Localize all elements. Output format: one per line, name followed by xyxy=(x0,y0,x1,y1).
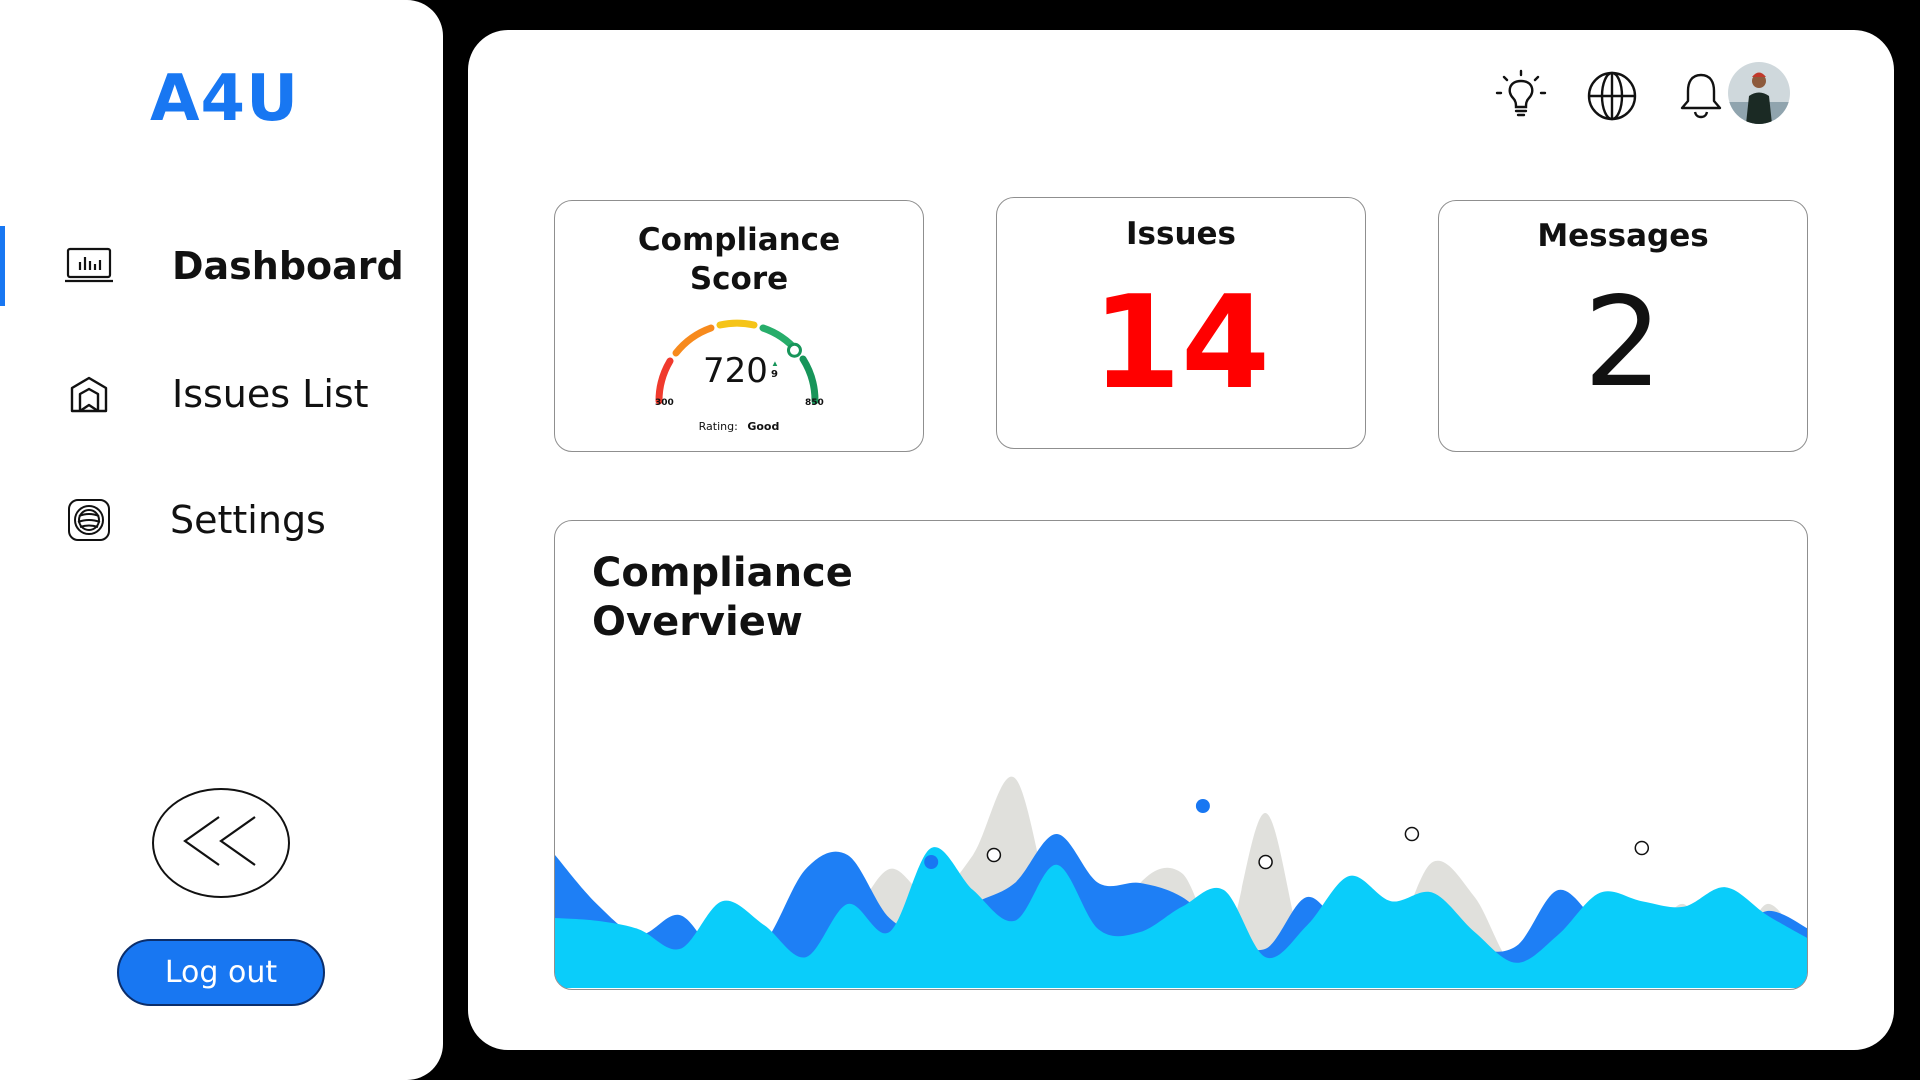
chart-marker xyxy=(1634,840,1650,856)
sidebar-item-label: Settings xyxy=(170,498,326,542)
score-gauge xyxy=(655,319,819,405)
logout-button[interactable]: Log out xyxy=(117,939,325,1006)
compliance-overview-card: Compliance Overview xyxy=(554,520,1808,990)
sidebar-item-label: Dashboard xyxy=(172,244,404,288)
sidebar: A4U Dashboard Issues List xyxy=(0,0,443,1080)
bell-icon xyxy=(1675,70,1727,127)
globe-icon xyxy=(1586,70,1638,127)
rating-label: Rating: xyxy=(698,420,738,433)
messages-card[interactable]: Messages 2 xyxy=(1438,200,1808,452)
area-series-2 xyxy=(555,847,1807,988)
sidebar-item-settings[interactable]: Settings xyxy=(0,480,443,560)
score-delta: 9 xyxy=(771,369,778,380)
card-title: Issues xyxy=(1126,216,1236,252)
sidebar-item-issues-list[interactable]: Issues List xyxy=(0,354,443,434)
gauge-min-label: 300 xyxy=(655,398,674,408)
card-title: Compliance Score xyxy=(637,222,841,297)
collapse-sidebar-button[interactable] xyxy=(152,788,290,898)
notifications-button[interactable] xyxy=(1671,68,1731,128)
app-logo: A4U xyxy=(150,62,300,136)
dashboard-icon xyxy=(62,244,116,288)
overview-title: Compliance Overview xyxy=(592,550,853,645)
chart-marker xyxy=(1195,799,1210,813)
main-panel: Compliance Score 720 ▲ 9 300 850 Rating:… xyxy=(468,30,1894,1050)
double-chevron-left-icon xyxy=(179,813,263,874)
trend-up-icon: ▲ xyxy=(771,359,779,368)
chart-marker xyxy=(1258,854,1273,870)
sidebar-item-dashboard[interactable]: Dashboard xyxy=(0,226,443,306)
gauge-marker xyxy=(786,342,802,358)
score-value: 720 xyxy=(703,351,768,391)
issues-icon xyxy=(62,372,116,416)
issues-card[interactable]: Issues 14 xyxy=(996,197,1366,449)
gauge-max-label: 850 xyxy=(805,398,824,408)
user-avatar[interactable] xyxy=(1728,62,1790,124)
issues-count: 14 xyxy=(1091,269,1271,418)
rating-line: Rating: Good xyxy=(555,420,923,433)
sidebar-item-label: Issues List xyxy=(172,372,369,416)
card-title: Messages xyxy=(1537,218,1709,254)
messages-count: 2 xyxy=(1583,271,1663,415)
chart-marker xyxy=(1404,826,1420,842)
rating-value: Good xyxy=(747,420,780,433)
language-button[interactable] xyxy=(1582,68,1642,128)
lightbulb-icon xyxy=(1493,68,1549,129)
lightbulb-button[interactable] xyxy=(1491,68,1551,128)
chart-marker xyxy=(924,855,939,869)
settings-icon xyxy=(62,498,116,542)
chart-marker xyxy=(986,847,1002,863)
compliance-score-card[interactable]: Compliance Score 720 ▲ 9 300 850 Rating:… xyxy=(554,200,924,452)
compliance-overview-chart xyxy=(555,776,1807,988)
